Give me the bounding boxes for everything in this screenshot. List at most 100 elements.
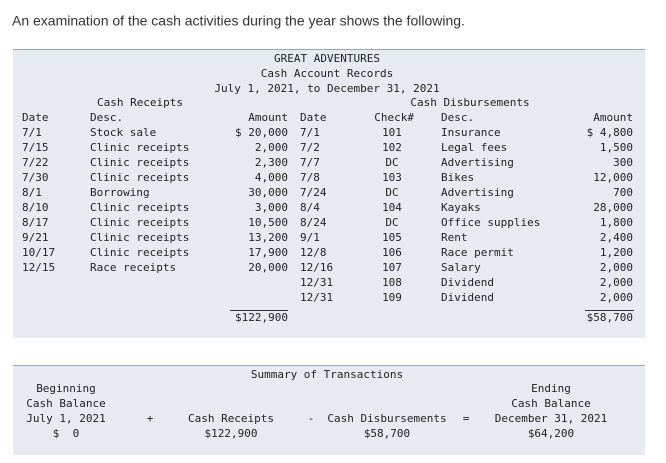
cell: 8/1 [22, 186, 42, 199]
cell: 1,500 [600, 141, 633, 154]
column-header: Date [300, 111, 327, 124]
cell: 8/24 [300, 216, 327, 229]
cell: 104 [382, 201, 402, 214]
cell: 13,200 [248, 231, 288, 244]
cell: Clinic receipts [90, 171, 189, 184]
cell: 12/8 [300, 246, 327, 259]
cell: 12/15 [22, 261, 55, 274]
summary-text: Beginning [36, 382, 96, 395]
cell: Stock sale [90, 126, 156, 139]
summary-panel [13, 365, 645, 455]
cell: 2,300 [255, 156, 288, 169]
cell: 8/17 [22, 216, 49, 229]
cell: 108 [382, 276, 402, 289]
section-heading: Cash Receipts [97, 96, 183, 109]
cell: Race permit [441, 246, 514, 259]
cell: 10/17 [22, 246, 55, 259]
total: $122,900 [235, 311, 288, 324]
cell: 700 [613, 186, 633, 199]
cell: Insurance [441, 126, 501, 139]
cell: 1,200 [600, 246, 633, 259]
cell: 7/7 [300, 156, 320, 169]
cell: 12,000 [593, 171, 633, 184]
cell: DC [385, 216, 398, 229]
cell: $ 4,800 [587, 126, 633, 139]
operator: + [147, 412, 154, 425]
summary-text: December 31, 2021 [495, 412, 608, 425]
summary-text: $ 0 [53, 427, 80, 440]
cell: 7/30 [22, 171, 49, 184]
cell: Bikes [441, 171, 474, 184]
cell: 101 [382, 126, 402, 139]
cell: Salary [441, 261, 481, 274]
intro: An examination of the cash activities du… [12, 13, 465, 29]
cell: 9/21 [22, 231, 49, 244]
operator: = [463, 412, 470, 425]
cell: Clinic receipts [90, 216, 189, 229]
cell: 2,000 [600, 291, 633, 304]
cell: Clinic receipts [90, 246, 189, 259]
cell: 8/10 [22, 201, 49, 214]
operator: - [308, 412, 315, 425]
section-heading: Cash Disbursements [410, 96, 529, 109]
cell: DC [385, 156, 398, 169]
cell: 28,000 [593, 201, 633, 214]
cell: 3,000 [255, 201, 288, 214]
column-header: Desc. [90, 111, 123, 124]
summary-text: Cash Balance [26, 397, 105, 410]
summary-text: Cash Disbursements [327, 412, 446, 425]
column-header: Amount [593, 111, 633, 124]
cell: 103 [382, 171, 402, 184]
cell: 7/1 [22, 126, 42, 139]
cell: Legal fees [441, 141, 507, 154]
cell: 7/15 [22, 141, 49, 154]
cell: 12/16 [300, 261, 333, 274]
cell: 8/4 [300, 201, 320, 214]
cell: 106 [382, 246, 402, 259]
cell: 17,900 [248, 246, 288, 259]
summary-text: $64,200 [528, 427, 574, 440]
header-line: Cash Account Records [261, 67, 393, 80]
column-header: Amount [248, 111, 288, 124]
cell: 7/2 [300, 141, 320, 154]
cell: 105 [382, 231, 402, 244]
summary-text: $122,900 [205, 427, 258, 440]
cell: 2,000 [600, 276, 633, 289]
cell: DC [385, 186, 398, 199]
header-line: GREAT ADVENTURES [274, 52, 380, 65]
cell: 2,000 [255, 141, 288, 154]
cell: 7/8 [300, 171, 320, 184]
cell: 7/22 [22, 156, 49, 169]
cell: 7/24 [300, 186, 327, 199]
cell: Advertising [441, 156, 514, 169]
cell: Office supplies [441, 216, 540, 229]
summary-text: July 1, 2021 [26, 412, 105, 425]
cell: 7/1 [300, 126, 320, 139]
cell: 2,000 [600, 261, 633, 274]
column-header: Date [22, 111, 49, 124]
summary-text: Ending [531, 382, 571, 395]
column-header: Check# [374, 111, 414, 124]
cell: Borrowing [90, 186, 150, 199]
total: $58,700 [587, 311, 633, 324]
summary-text: Cash Balance [511, 397, 590, 410]
cell: Rent [441, 231, 468, 244]
cell: 30,000 [248, 186, 288, 199]
cell: 2,400 [600, 231, 633, 244]
cell: Dividend [441, 291, 494, 304]
cell: 300 [613, 156, 633, 169]
summary-title: Summary of Transactions [251, 368, 403, 381]
cell: 109 [382, 291, 402, 304]
cell: 4,000 [255, 171, 288, 184]
cell: Clinic receipts [90, 201, 189, 214]
cell: 1,800 [600, 216, 633, 229]
cell: Kayaks [441, 201, 481, 214]
column-header: Desc. [441, 111, 474, 124]
cell: Advertising [441, 186, 514, 199]
cell: $ 20,000 [235, 126, 288, 139]
cell: Clinic receipts [90, 231, 189, 244]
cell: Clinic receipts [90, 156, 189, 169]
cell: 12/31 [300, 276, 333, 289]
cell: 9/1 [300, 231, 320, 244]
